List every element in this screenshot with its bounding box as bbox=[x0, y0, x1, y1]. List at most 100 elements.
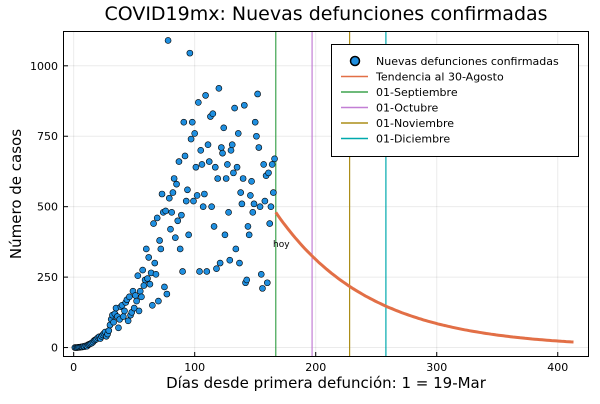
x-axis-label: Días desde primera defunción: 1 = 19-Mar bbox=[166, 374, 487, 392]
data-point bbox=[233, 163, 241, 171]
data-point bbox=[179, 268, 186, 275]
data-point bbox=[215, 85, 223, 92]
data-point bbox=[172, 234, 179, 241]
data-point bbox=[265, 169, 272, 177]
data-point bbox=[181, 152, 189, 160]
x-tick-label: 400 bbox=[547, 361, 568, 374]
y-axis-label: Número de casos bbox=[7, 129, 25, 259]
x-tick-label: 100 bbox=[184, 361, 205, 374]
data-point bbox=[135, 307, 143, 315]
data-point bbox=[228, 141, 236, 148]
data-point bbox=[199, 203, 207, 210]
data-point bbox=[211, 163, 219, 171]
data-point bbox=[197, 147, 205, 154]
data-point bbox=[176, 245, 184, 253]
axis-ticks: 0 100 200 300 400 0 250 500 750 1000 bbox=[30, 60, 568, 374]
data-point bbox=[261, 197, 269, 205]
data-point bbox=[226, 256, 234, 264]
y-tick-label: 0 bbox=[51, 342, 58, 355]
data-point bbox=[193, 192, 201, 199]
y-tick-label: 750 bbox=[37, 130, 58, 143]
trend-series bbox=[274, 211, 574, 344]
data-point bbox=[188, 118, 196, 126]
plot-frame bbox=[63, 31, 589, 357]
data-point bbox=[168, 209, 176, 216]
data-point bbox=[149, 301, 156, 309]
data-point bbox=[150, 220, 157, 227]
data-point bbox=[268, 161, 276, 168]
data-point bbox=[153, 214, 161, 222]
data-point bbox=[264, 279, 271, 287]
data-point bbox=[203, 268, 211, 275]
trend-line bbox=[274, 211, 574, 344]
data-point bbox=[195, 99, 202, 106]
data-point bbox=[152, 270, 160, 278]
data-point bbox=[180, 118, 188, 126]
data-point bbox=[216, 259, 224, 267]
data-point bbox=[259, 285, 266, 292]
data-point bbox=[218, 144, 225, 151]
data-point bbox=[140, 282, 148, 289]
data-point bbox=[105, 327, 113, 334]
data-point bbox=[190, 197, 197, 205]
data-point bbox=[243, 276, 251, 284]
data-point bbox=[208, 203, 215, 210]
legend-box bbox=[331, 44, 579, 157]
data-point bbox=[253, 132, 260, 140]
legend-marker bbox=[349, 55, 361, 67]
data-point bbox=[214, 175, 221, 182]
data-point bbox=[249, 209, 257, 216]
data-point bbox=[224, 161, 231, 168]
data-point bbox=[170, 175, 178, 182]
data-point bbox=[213, 265, 220, 272]
data-point bbox=[165, 194, 173, 202]
data-point bbox=[201, 190, 208, 198]
data-point bbox=[231, 104, 238, 112]
data-point bbox=[155, 297, 162, 305]
data-point bbox=[115, 324, 122, 332]
data-point bbox=[156, 237, 163, 244]
y-tick-label: 250 bbox=[37, 271, 58, 284]
data-point bbox=[192, 163, 200, 171]
x-tick-label: 200 bbox=[305, 361, 326, 374]
data-point bbox=[250, 200, 258, 208]
data-point bbox=[136, 287, 144, 295]
x-tick-label: 300 bbox=[426, 361, 447, 374]
legend-label: 01-Noviembre bbox=[376, 117, 454, 130]
legend-label: Tendencia al 30-Agosto bbox=[375, 71, 504, 84]
data-point bbox=[169, 189, 177, 196]
data-point bbox=[185, 231, 192, 239]
data-point bbox=[260, 161, 267, 168]
data-point bbox=[163, 290, 171, 298]
data-point bbox=[237, 189, 244, 196]
data-point bbox=[124, 317, 132, 325]
data-point bbox=[255, 144, 263, 151]
data-point bbox=[174, 217, 182, 225]
data-point bbox=[209, 110, 217, 118]
data-point bbox=[227, 147, 235, 154]
data-point bbox=[167, 225, 174, 233]
data-point bbox=[133, 297, 140, 305]
data-point bbox=[164, 37, 172, 44]
data-point bbox=[225, 209, 232, 216]
data-point bbox=[205, 158, 213, 165]
x-tick-label: 0 bbox=[70, 361, 77, 374]
data-point bbox=[220, 124, 228, 132]
data-point bbox=[138, 293, 145, 301]
data-point bbox=[175, 158, 183, 165]
data-point bbox=[256, 203, 264, 210]
data-point bbox=[121, 307, 128, 315]
data-point bbox=[142, 245, 150, 253]
data-point bbox=[221, 231, 229, 239]
legend-label: 01-Septiembre bbox=[376, 86, 458, 99]
data-point bbox=[196, 268, 203, 275]
data-point bbox=[161, 283, 168, 291]
data-point bbox=[234, 130, 242, 137]
data-point bbox=[158, 190, 166, 198]
data-point bbox=[110, 318, 117, 326]
data-point bbox=[232, 245, 240, 253]
legend-label: 01-Diciembre bbox=[376, 133, 450, 146]
data-point bbox=[146, 280, 154, 288]
data-point bbox=[151, 259, 159, 267]
